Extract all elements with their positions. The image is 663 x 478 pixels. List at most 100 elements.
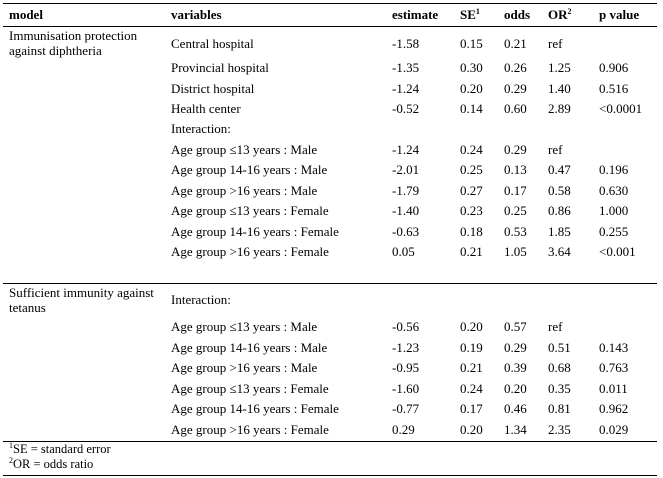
cell-or: 0.47: [548, 162, 571, 177]
cell-odds: 0.29: [504, 142, 527, 157]
table-row: Age group 14-16 years : Male -2.01 0.25 …: [3, 160, 657, 180]
footnote-or-text: OR = odds ratio: [13, 457, 94, 471]
cell-variable: District hospital: [171, 81, 255, 96]
cell-or: 1.25: [548, 60, 571, 75]
footnote-se-mark: 1: [9, 441, 13, 450]
header-variables: variables: [171, 7, 222, 22]
cell-estimate: -1.23: [392, 340, 420, 355]
table-row: Age group ≤13 years : Female -1.40 0.23 …: [3, 201, 657, 221]
cell-odds: 0.57: [504, 319, 527, 334]
header-bottom-rule: [3, 26, 657, 27]
cell-odds: 0.13: [504, 162, 527, 177]
cell-p-value: 0.962: [599, 401, 629, 416]
cell-or: ref: [548, 142, 563, 157]
cell-odds: 1.05: [504, 244, 527, 259]
cell-or: 3.64: [548, 244, 571, 259]
table-top-rule: [3, 3, 657, 4]
footnote-se: 1SE = standard error: [9, 442, 111, 457]
cell-estimate: -0.95: [392, 360, 420, 375]
cell-odds: 0.29: [504, 81, 527, 96]
cell-estimate: -1.79: [392, 183, 420, 198]
cell-se: 0.19: [460, 340, 483, 355]
cell-variable: Interaction:: [171, 292, 231, 307]
cell-se: 0.20: [460, 81, 483, 96]
cell-variable: Interaction:: [171, 121, 231, 136]
cell-odds: 0.25: [504, 203, 527, 218]
cell-estimate: 0.29: [392, 422, 415, 437]
cell-variable: Age group 14-16 years : Female: [171, 401, 339, 416]
cell-or: 2.89: [548, 101, 571, 116]
header-or: OR2: [548, 5, 572, 25]
cell-se: 0.20: [460, 422, 483, 437]
cell-se: 0.23: [460, 203, 483, 218]
section-divider-rule: [3, 283, 657, 284]
table-row: Health center -0.52 0.14 0.60 2.89 <0.00…: [3, 99, 657, 119]
cell-se: 0.25: [460, 162, 483, 177]
cell-se: 0.15: [460, 36, 483, 51]
cell-variable: Age group >16 years : Male: [171, 360, 318, 375]
cell-odds: 0.46: [504, 401, 527, 416]
cell-estimate: -0.63: [392, 224, 420, 239]
cell-estimate: -1.35: [392, 60, 420, 75]
cell-p-value: 0.196: [599, 162, 629, 177]
cell-estimate: -1.24: [392, 142, 420, 157]
table-row: Age group 14-16 years : Male -1.23 0.19 …: [3, 338, 657, 358]
table-row: District hospital -1.24 0.20 0.29 1.40 0…: [3, 79, 657, 99]
cell-variable: Age group >16 years : Female: [171, 422, 329, 437]
model-label-tetanus: Sufficient immunity against tetanus: [9, 285, 154, 315]
cell-or: ref: [548, 319, 563, 334]
cell-odds: 0.60: [504, 101, 527, 116]
cell-estimate: -1.40: [392, 203, 420, 218]
cell-variable: Age group >16 years : Female: [171, 244, 329, 259]
header-or-label: OR: [548, 7, 568, 22]
cell-se: 0.18: [460, 224, 483, 239]
cell-or: 1.85: [548, 224, 571, 239]
cell-variable: Age group 14-16 years : Male: [171, 340, 328, 355]
table-header-row: model variables estimate SE1 odds OR2 p …: [3, 5, 657, 25]
cell-odds: 0.39: [504, 360, 527, 375]
cell-p-value: 0.143: [599, 340, 629, 355]
cell-se: 0.17: [460, 401, 483, 416]
footnote-se-text: SE = standard error: [13, 442, 111, 456]
cell-variable: Age group ≤13 years : Male: [171, 319, 318, 334]
table-row: Age group >16 years : Male -0.95 0.21 0.…: [3, 358, 657, 378]
cell-variable: Age group ≤13 years : Female: [171, 203, 329, 218]
header-se-footnote-mark: 1: [475, 7, 480, 16]
table-row: Age group ≤13 years : Female -1.60 0.24 …: [3, 379, 657, 399]
header-se-label: SE: [460, 7, 476, 22]
header-estimate: estimate: [392, 7, 439, 22]
table-row: Age group 14-16 years : Female -0.77 0.1…: [3, 399, 657, 419]
table-row: Age group ≤13 years : Male -1.24 0.24 0.…: [3, 140, 657, 160]
cell-estimate: -1.58: [392, 36, 420, 51]
header-model: model: [9, 7, 43, 22]
cell-p-value: 0.255: [599, 224, 629, 239]
cell-variable: Provincial hospital: [171, 60, 269, 75]
cell-estimate: -2.01: [392, 162, 420, 177]
cell-or: 0.86: [548, 203, 571, 218]
cell-or: 0.58: [548, 183, 571, 198]
footnote-or-mark: 2: [9, 456, 13, 465]
cell-or: ref: [548, 36, 563, 51]
table-row: Age group ≤13 years : Male -0.56 0.20 0.…: [3, 317, 657, 337]
model-label-diphtheria: Immunisation protection against diphther…: [9, 28, 138, 58]
table-row: Interaction:: [3, 119, 657, 139]
cell-or: 0.51: [548, 340, 571, 355]
cell-or: 0.35: [548, 381, 571, 396]
cell-or: 2.35: [548, 422, 571, 437]
cell-se: 0.21: [460, 360, 483, 375]
table-bottom-rule: [3, 441, 657, 442]
cell-odds: 0.26: [504, 60, 527, 75]
cell-estimate: 0.05: [392, 244, 415, 259]
cell-p-value: 0.630: [599, 183, 629, 198]
footer-bottom-rule: [3, 475, 657, 476]
table-row: Interaction:: [3, 290, 657, 310]
cell-estimate: -1.24: [392, 81, 420, 96]
table-row: Central hospital -1.58 0.15 0.21 ref: [3, 34, 657, 54]
cell-variable: Age group ≤13 years : Male: [171, 142, 318, 157]
table-row: Provincial hospital -1.35 0.30 0.26 1.25…: [3, 58, 657, 78]
cell-p-value: 0.763: [599, 360, 629, 375]
cell-or: 0.68: [548, 360, 571, 375]
cell-p-value: 0.029: [599, 422, 629, 437]
header-se: SE1: [460, 5, 480, 25]
cell-p-value: 0.011: [599, 381, 628, 396]
